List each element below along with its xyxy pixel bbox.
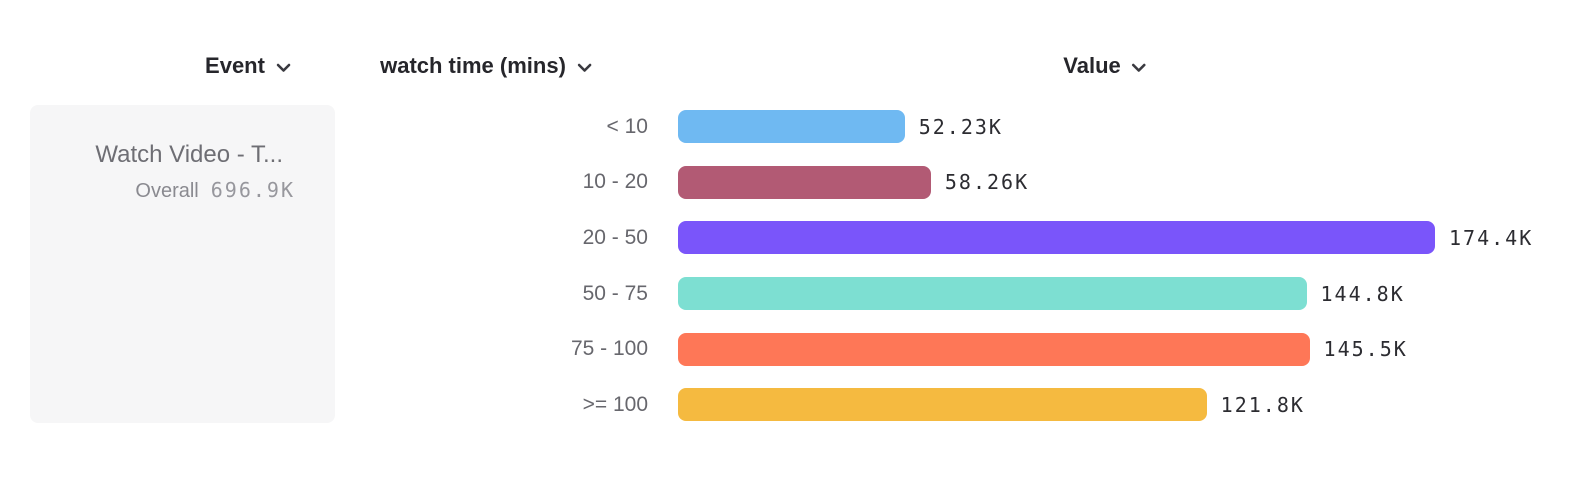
value-column-label: Value [1063,53,1121,78]
bar[interactable] [678,110,905,144]
bar[interactable] [678,388,1207,422]
bar-track: 144.8K [678,266,1584,322]
chevron-down-icon [276,63,291,73]
bucket-label: < 10 [606,114,648,138]
bar-track: 121.8K [678,377,1584,433]
bar-row: >= 100 121.8K [0,377,1584,433]
event-card[interactable]: Watch Video - T... Overall 696.9K [30,105,335,423]
bucket-label: >= 100 [582,392,648,416]
bucket-label: 20 - 50 [582,225,648,249]
bar-chart: < 10 52.23K 10 - 20 58.26K 20 - 50 174.4… [0,99,1584,433]
value-column-dropdown[interactable]: Value [1063,53,1147,79]
bar[interactable] [678,277,1307,311]
bar-value-label: 58.26K [944,170,1030,195]
watch-time-column-label: watch time (mins) [380,53,566,78]
bar-track: 52.23K [678,99,1584,155]
bar[interactable] [678,332,1310,366]
bar-row: < 10 52.23K [0,99,1584,155]
bar-value-label: 52.23K [918,114,1003,139]
bar-value-label: 174.4K [1449,225,1534,250]
bar-value-label: 145.5K [1323,337,1408,362]
bar-row: 10 - 20 58.26K [0,155,1584,211]
event-column-dropdown[interactable]: Event [205,53,291,79]
bar[interactable] [678,165,931,199]
event-title: Watch Video - T... [95,141,283,168]
bar-row: 75 - 100 145.5K [0,321,1584,377]
bar-value-label: 121.8K [1220,392,1305,417]
bar-row: 50 - 75 144.8K [0,266,1584,322]
watch-time-column-dropdown[interactable]: watch time (mins) [380,53,592,79]
bar-track: 58.26K [678,155,1584,211]
bucket-label: 10 - 20 [582,170,648,194]
bucket-label: 75 - 100 [570,337,648,361]
event-column-label: Event [205,53,265,78]
chevron-down-icon [1132,63,1147,73]
event-overall-line: Overall 696.9K [30,178,295,203]
bucket-label: 50 - 75 [582,281,648,305]
bar-row: 20 - 50 174.4K [0,210,1584,266]
overall-value: 696.9K [210,178,295,202]
overall-label: Overall [135,180,199,202]
chevron-down-icon [577,63,592,73]
bar[interactable] [678,221,1435,255]
bar-track: 174.4K [678,210,1584,266]
bar-value-label: 144.8K [1320,281,1405,306]
bar-track: 145.5K [678,321,1584,377]
